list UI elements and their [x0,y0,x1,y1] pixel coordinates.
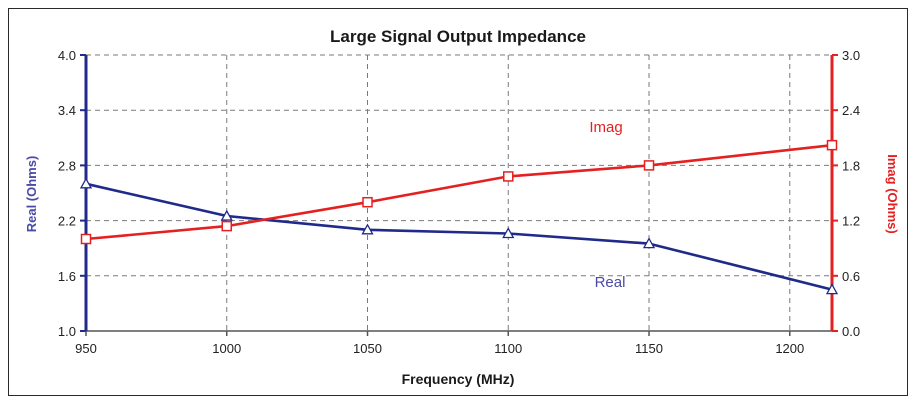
series-label-real: Real [595,274,626,291]
left-y-tick-label: 2.2 [58,214,76,229]
point-imag [362,196,373,208]
axes-layer [84,55,834,332]
left-y-tick-label: 1.0 [58,324,76,339]
right-y-tick-label: 3.0 [842,48,860,63]
ticks-layer: 1.0 1.6 2.2 2.8 3.4 4.0 0.0 0.6 1.2 1.8 2.4 3.0 950 1… [58,48,860,356]
point-real [361,223,374,235]
left-y-tick-label: 3.4 [58,103,76,118]
left-y-axis-label: Real (Ohms) [24,156,39,233]
x-axis-label: Frequency (MHz) [402,371,515,387]
chart-title: Large Signal Output Impedance [330,27,586,46]
right-y-tick-label: 2.4 [842,103,860,118]
x-tick-label: 1150 [635,341,663,356]
point-real [220,209,233,221]
grid-layer [86,54,832,331]
right-y-tick-label: 1.2 [842,214,860,229]
point-real [79,177,93,189]
series-line-real [85,182,833,291]
point-imag [826,139,838,151]
right-y-axis-label: Imag (Ohms) [885,154,900,233]
right-y-tick-label: 0.6 [842,269,860,284]
left-y-tick-label: 4.0 [58,48,76,63]
x-tick-label: 1000 [212,341,241,356]
point-imag [80,233,92,245]
x-tick-label: 1050 [353,341,382,356]
series-line-imag [85,143,833,241]
point-real [825,283,839,295]
right-y-tick-label: 0.0 [842,324,860,339]
point-imag [221,220,233,232]
x-tick-label: 1200 [775,341,804,356]
left-y-tick-label: 1.6 [58,269,76,284]
point-real [502,227,515,239]
series-label-imag: Imag [589,119,622,136]
series-layer [79,139,839,295]
x-tick-label: 1100 [494,341,522,356]
point-real [642,237,656,249]
left-y-tick-label: 2.8 [58,158,76,173]
point-imag [503,171,514,182]
x-tick-label: 950 [75,341,97,356]
right-y-tick-label: 1.8 [842,158,860,173]
point-imag [643,160,655,171]
